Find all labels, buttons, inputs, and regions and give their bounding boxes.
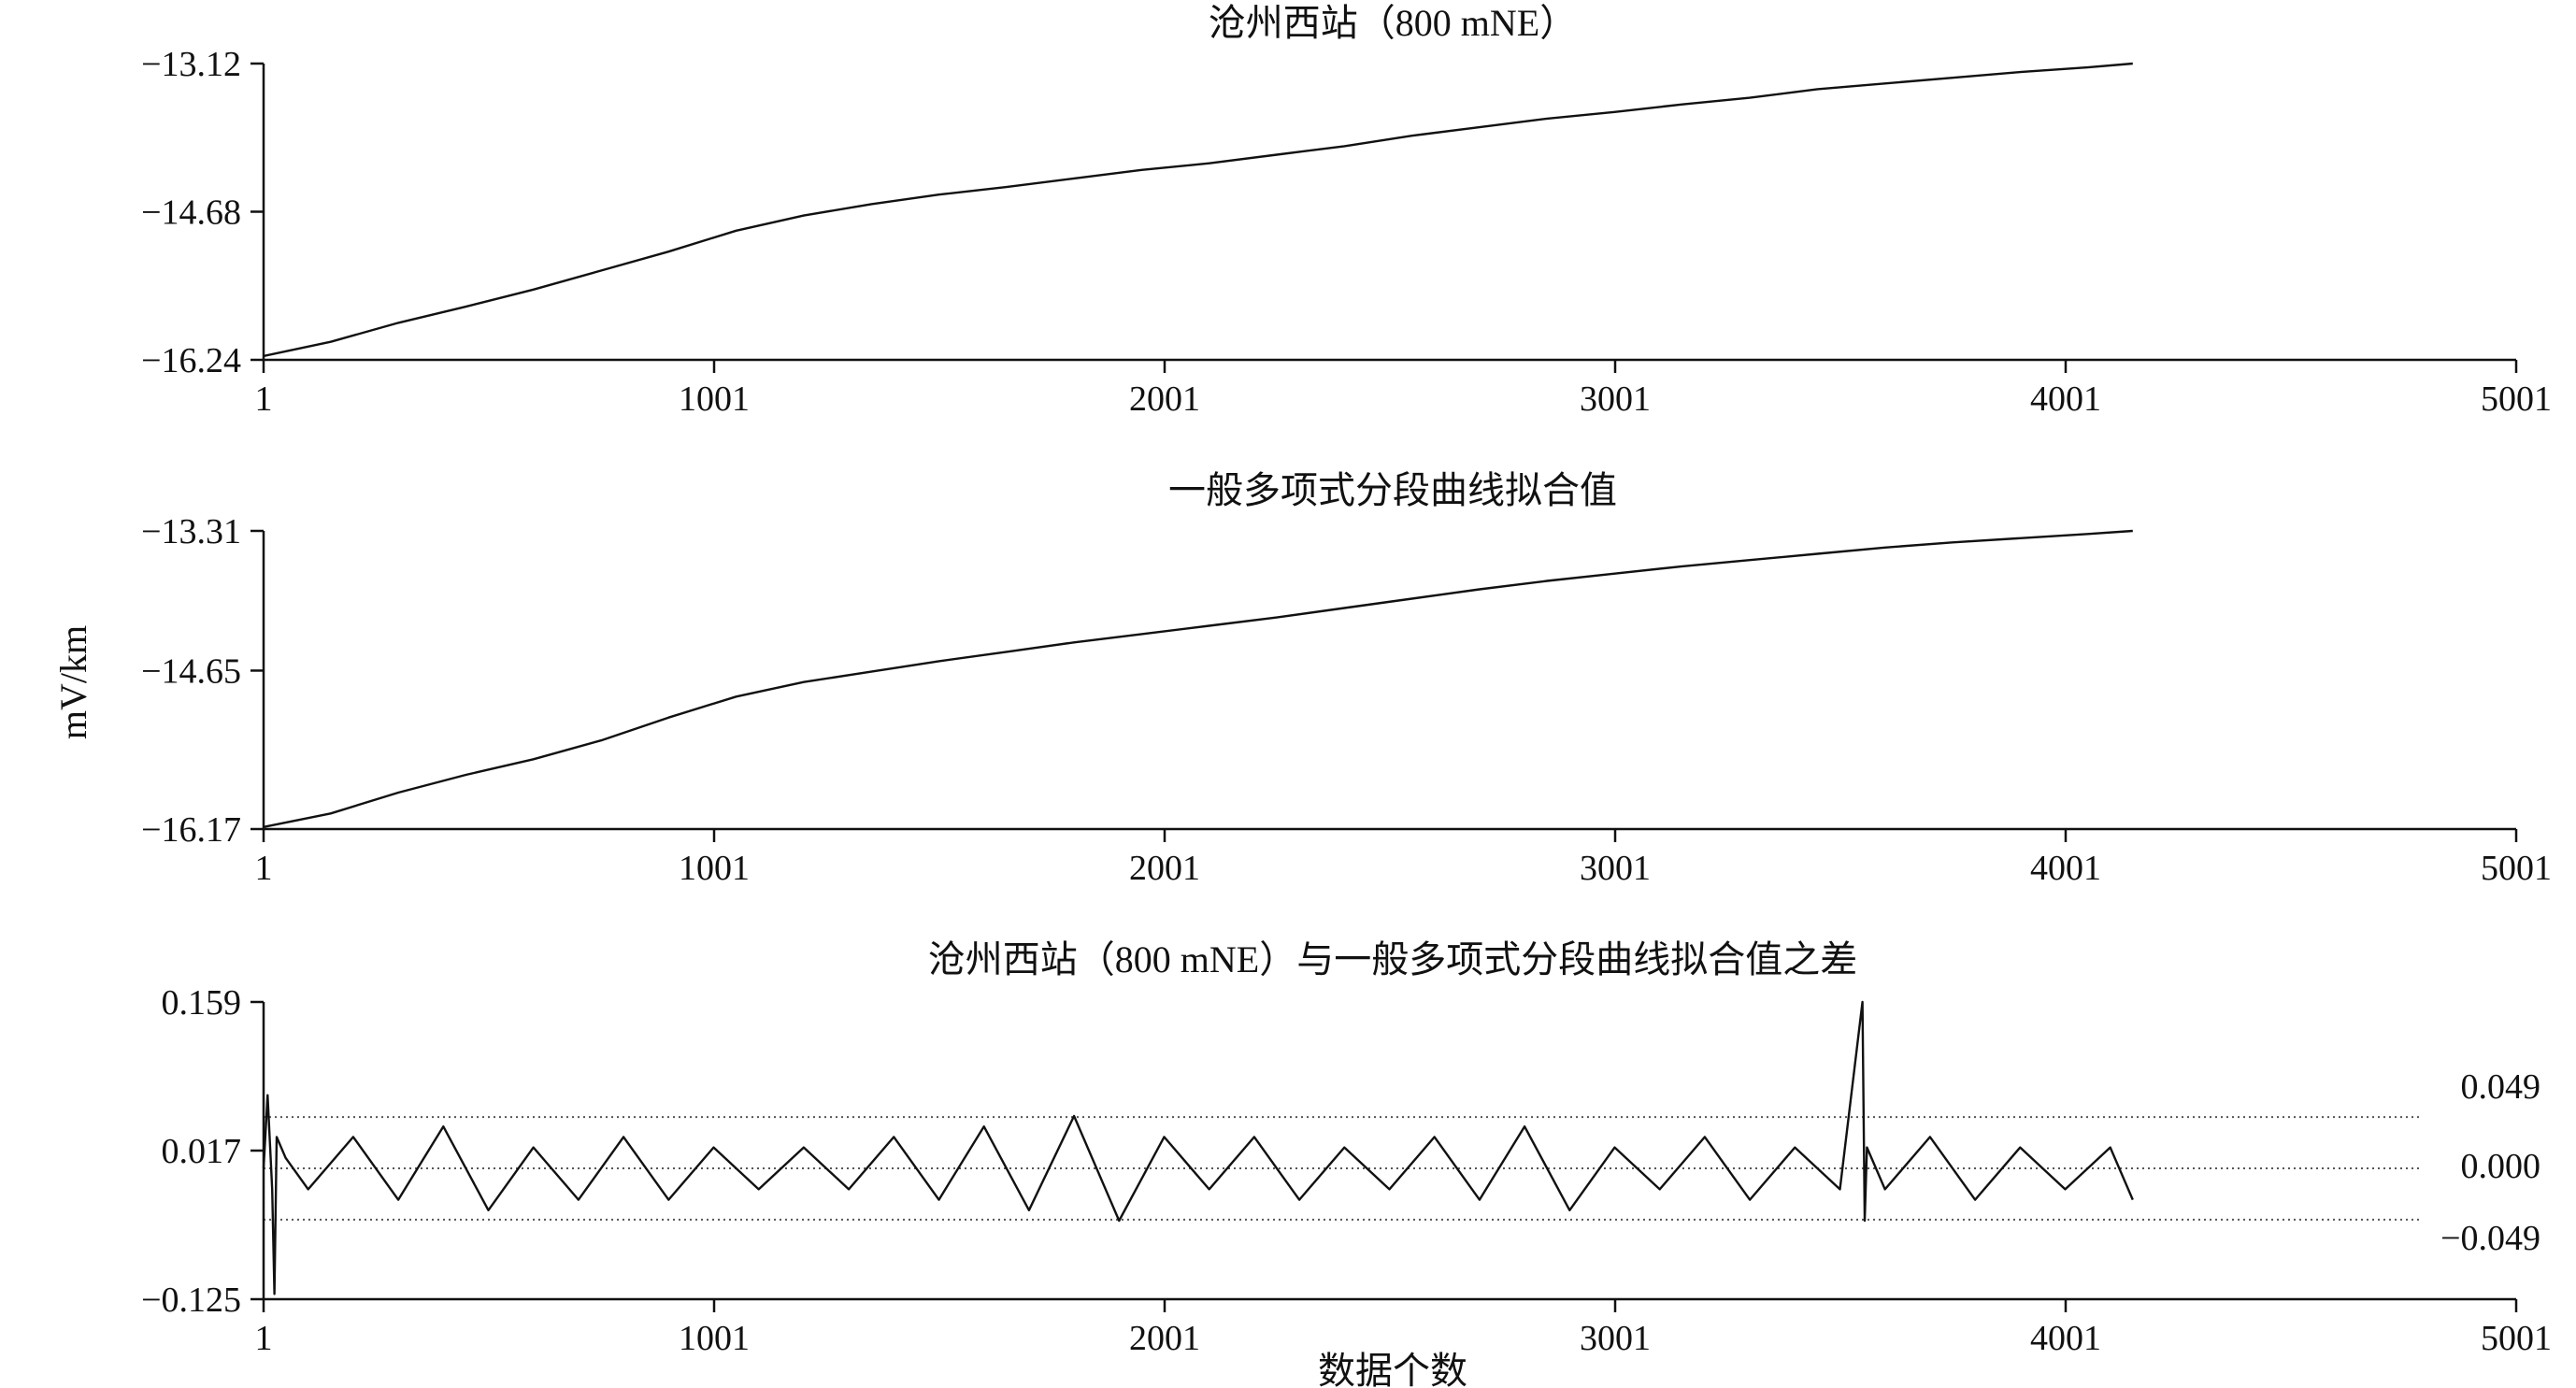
x-tick-label: 1001	[679, 379, 750, 419]
x-tick-label: 1	[255, 849, 273, 888]
x-tick-label: 3001	[1580, 1319, 1651, 1358]
x-tick-label: 4001	[2030, 849, 2101, 888]
chart-title: 沧州西站（800 mNE）	[1209, 2, 1577, 44]
x-tick-label: 4001	[2030, 379, 2101, 419]
y-tick-label: 0.017	[162, 1132, 242, 1171]
x-tick-label: 1001	[679, 849, 750, 888]
x-tick-label: 1	[255, 379, 273, 419]
chart-title: 一般多项式分段曲线拟合值	[1168, 469, 1617, 511]
x-tick-label: 3001	[1580, 849, 1651, 888]
y-tick-label: −0.125	[141, 1281, 241, 1320]
reference-label: 0.000	[2461, 1147, 2541, 1186]
reference-label: 0.049	[2461, 1067, 2541, 1107]
x-axis-title: 数据个数	[1318, 1350, 1467, 1388]
chart-panel-difference: 沧州西站（800 mNE）与一般多项式分段曲线拟合值之差 0.049 0.000 −…	[141, 938, 2552, 1358]
y-tick-label: −13.12	[141, 45, 241, 84]
x-tick-label: 1001	[679, 1319, 750, 1358]
chart-panel-fit: 一般多项式分段曲线拟合值 −13.31 −14.65 −16.17 1 1001 2001…	[141, 469, 2552, 888]
y-tick-label: −13.31	[141, 512, 241, 551]
chart-title: 沧州西站（800 mNE）与一般多项式分段曲线拟合值之差	[928, 938, 1857, 980]
x-tick-label: 4001	[2030, 1319, 2101, 1358]
y-tick-label: −16.24	[141, 341, 241, 380]
x-tick-label: 3001	[1580, 379, 1651, 419]
y-axis-title: mV/km	[52, 625, 94, 739]
x-tick-label: 2001	[1129, 1319, 1200, 1358]
series-line	[263, 529, 2133, 828]
x-tick-label: 5001	[2481, 379, 2552, 419]
series-line	[262, 1000, 2134, 1295]
y-tick-label: −14.68	[141, 193, 241, 233]
series-line	[263, 62, 2133, 358]
reference-label: −0.049	[2440, 1219, 2540, 1258]
x-tick-label: 1	[255, 1319, 273, 1358]
chart-panel-raw: 沧州西站（800 mNE） −13.12 −14.68 −16.24 1 1001 200…	[141, 2, 2552, 419]
x-tick-label: 5001	[2481, 1319, 2552, 1358]
y-tick-label: 0.159	[162, 983, 242, 1023]
x-tick-label: 5001	[2481, 849, 2552, 888]
x-tick-label: 2001	[1129, 379, 1200, 419]
x-tick-label: 2001	[1129, 849, 1200, 888]
y-tick-label: −14.65	[141, 651, 241, 691]
y-tick-label: −16.17	[141, 810, 241, 850]
